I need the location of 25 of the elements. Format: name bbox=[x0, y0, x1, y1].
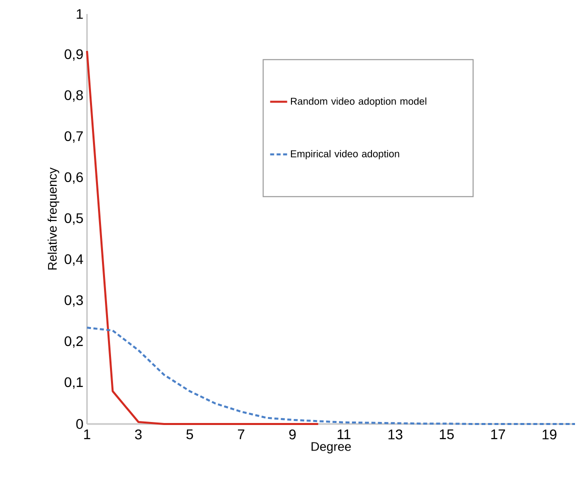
x-tick-label: 5 bbox=[186, 430, 194, 440]
x-tick-label: 7 bbox=[238, 430, 244, 440]
y-axis-title: Relative frequency bbox=[48, 167, 60, 270]
x-tick-label: 17 bbox=[491, 430, 506, 440]
y-tick-label: 0,2 bbox=[64, 336, 83, 348]
y-tick-label: 1 bbox=[76, 9, 83, 19]
x-axis-title: Degree bbox=[312, 442, 351, 454]
y-tick-label: 0,1 bbox=[64, 377, 83, 389]
x-tick-label: 19 bbox=[542, 430, 556, 440]
x-tick-label: 1 bbox=[84, 430, 90, 440]
y-tick-label: 0,7 bbox=[64, 131, 83, 143]
x-tick-label: 3 bbox=[135, 430, 142, 440]
y-tick-label: 0 bbox=[76, 419, 83, 429]
x-tick-label: 11 bbox=[338, 430, 350, 440]
legend-label: Empirical video adoption bbox=[290, 150, 400, 160]
y-tick-label: 0,3 bbox=[64, 295, 83, 307]
y-tick-label: 0,4 bbox=[64, 254, 84, 266]
x-tick-label: 9 bbox=[289, 430, 296, 440]
y-tick-label: 0,8 bbox=[64, 90, 83, 102]
y-tick-label: 0,6 bbox=[64, 172, 83, 184]
legend-label: Random video adoption model bbox=[290, 97, 426, 107]
x-tick-label: 15 bbox=[440, 430, 454, 440]
x-tick-label: 13 bbox=[388, 430, 402, 440]
y-tick-label: 0,5 bbox=[64, 213, 83, 225]
y-tick-label: 0,9 bbox=[64, 49, 83, 61]
